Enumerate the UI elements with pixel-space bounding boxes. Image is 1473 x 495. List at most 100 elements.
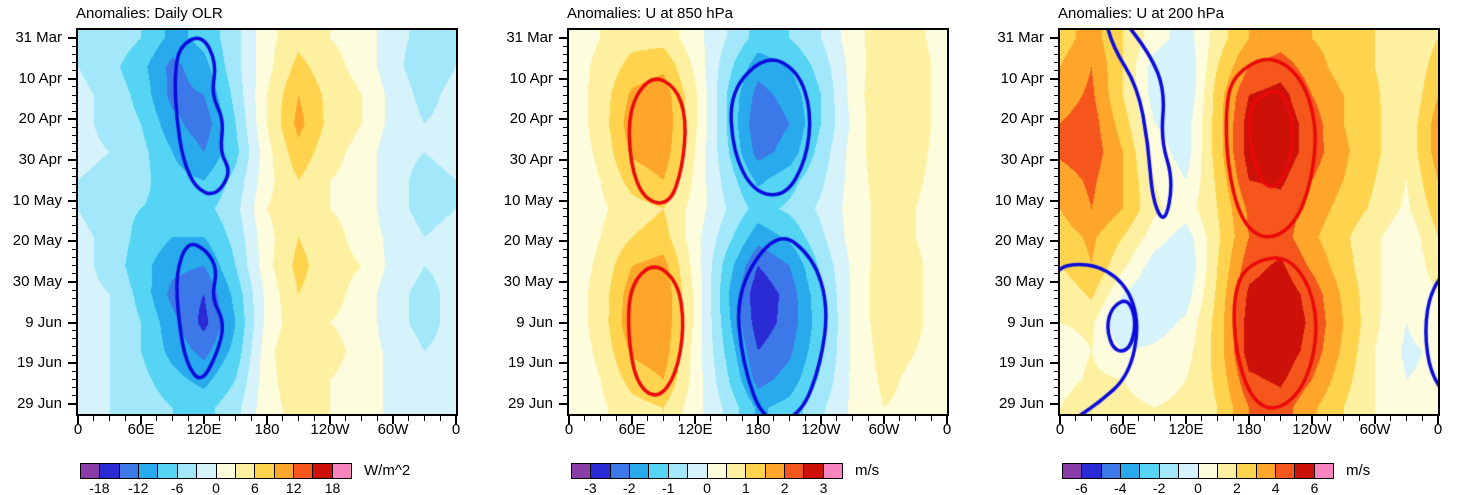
y-tick-label: 31 Mar [506,29,553,47]
y-tick-label: 10 Apr [509,69,553,87]
colorbar-tick-label: 2 [780,480,789,495]
y-minor-tick [563,378,567,380]
x-minor-tick [1201,416,1203,421]
x-tick-label: 120E [677,421,713,438]
x-major-tick [140,416,142,424]
x-tick-label: 60W [1359,421,1391,438]
x-tick-label: 180 [1236,421,1262,438]
y-tick-label: 9 Jun [1007,313,1044,331]
y-tick-label: 10 Apr [18,69,62,87]
y-minor-tick [563,135,567,137]
y-minor-tick [1054,45,1058,47]
x-minor-tick [1264,416,1266,421]
y-tick-label: 10 Apr [1000,69,1044,87]
y-minor-tick [72,192,76,194]
y-minor-tick [563,395,567,397]
y-minor-tick [72,354,76,356]
colorbar-segment [668,464,688,478]
x-minor-tick [615,416,617,421]
x-tick-label: 0 [564,421,574,438]
x-minor-tick [1232,416,1234,421]
y-minor-tick [1054,175,1058,177]
x-minor-tick [1358,416,1360,421]
y-minor-tick [1054,232,1058,234]
y-minor-tick [1054,354,1058,356]
x-major-tick [1248,416,1250,424]
colorbar-segment [610,464,630,478]
y-major-tick [68,199,76,202]
y-minor-tick [1054,208,1058,210]
colorbar-tick-label: 0 [1194,480,1202,495]
y-minor-tick [563,305,567,307]
y-major-tick [68,37,76,40]
colorbar-segment [823,464,843,478]
y-minor-tick [563,265,567,267]
y-minor-tick [1054,102,1058,104]
y-minor-tick [72,224,76,226]
y-tick-label: 19 Jun [998,354,1044,372]
x-minor-tick [1406,416,1407,421]
y-minor-tick [1054,378,1058,380]
x-minor-tick [219,416,221,421]
panel-title: Anomalies: U at 850 hPa [567,5,733,22]
y-minor-tick [72,248,76,250]
x-minor-tick [424,416,425,421]
y-tick-label: 30 May [503,272,553,290]
x-minor-tick [1343,416,1344,421]
colorbar-segment [726,464,746,478]
y-minor-tick [1054,289,1058,291]
colorbar-segment [1179,464,1198,478]
y-minor-tick [72,265,76,267]
x-tick-label: 60E [618,421,646,438]
x-major-tick [266,416,268,424]
y-minor-tick [72,305,76,307]
colorbar-segment [332,464,352,478]
x-minor-tick [1106,416,1108,421]
x-minor-tick [836,416,838,421]
y-major-tick [1050,77,1058,80]
y-minor-tick [72,257,76,259]
colorbar-tick-label: -4 [1114,480,1127,495]
y-minor-tick [563,151,567,153]
y-minor-tick [72,330,76,332]
x-minor-tick [852,416,853,421]
x-major-tick [392,416,394,424]
x-tick-label: 60E [1109,421,1137,438]
panel-title: Anomalies: Daily OLR [76,5,223,22]
y-minor-tick [563,102,567,104]
x-tick-label: 0 [73,421,83,438]
y-tick-label: 30 May [994,272,1044,290]
y-minor-tick [1054,265,1058,267]
y-major-tick [68,159,76,162]
colorbar-tick-label: -1 [661,480,675,495]
y-major-tick [1050,37,1058,40]
y-minor-tick [1054,257,1058,259]
x-minor-tick [345,416,347,421]
x-minor-tick [187,416,189,421]
y-tick-label: 10 May [994,191,1044,209]
y-minor-tick [72,102,76,104]
plot-area [567,28,949,416]
y-minor-tick [563,110,567,112]
y-minor-tick [1054,273,1058,275]
x-minor-tick [663,416,664,421]
x-major-tick [694,416,696,424]
y-minor-tick [1054,387,1058,389]
y-minor-tick [72,346,76,348]
y-minor-tick [1054,127,1058,129]
colorbar-segment [235,464,255,478]
y-tick-label: 20 Apr [1000,110,1044,128]
colorbar-segment [1101,464,1121,478]
y-minor-tick [1054,62,1058,63]
y-minor-tick [1054,70,1058,72]
y-minor-tick [563,370,567,372]
y-tick-label: 30 May [12,272,62,290]
x-major-tick [1059,416,1061,424]
x-major-tick [1122,416,1124,424]
x-minor-tick [124,416,126,421]
x-minor-tick [789,416,790,421]
y-minor-tick [72,86,76,88]
y-minor-tick [563,45,567,47]
y-minor-tick [1054,53,1058,55]
